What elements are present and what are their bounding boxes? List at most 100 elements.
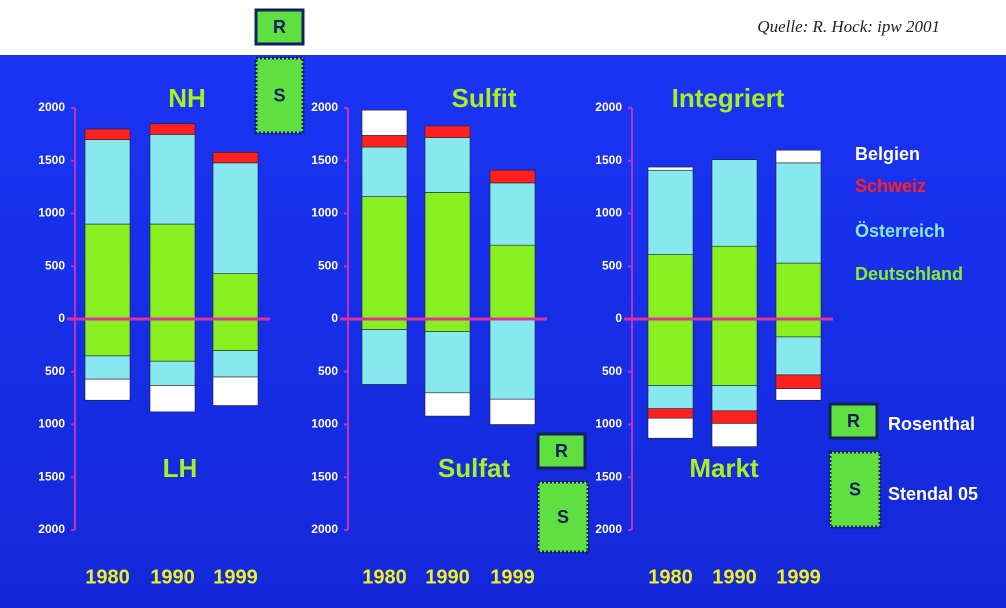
panel-title: NH (168, 83, 206, 113)
bar-segment (424, 137, 471, 193)
bar-segment (489, 398, 536, 425)
bar-segment (84, 355, 131, 380)
bar-segment (647, 408, 694, 419)
bar-segment (711, 245, 758, 320)
y-tick-label: 500 (45, 364, 65, 378)
bar-segment (489, 318, 536, 400)
bar-segment (424, 331, 471, 394)
bar-segment (84, 128, 131, 140)
bar-segment (775, 388, 822, 401)
y-tick-label: 500 (602, 258, 622, 272)
bar-segment (424, 392, 471, 417)
bar-segment (775, 162, 822, 264)
bar-segment (149, 123, 196, 135)
marker-box (828, 450, 882, 529)
marker-box (254, 56, 305, 135)
y-tick-label: 500 (45, 258, 65, 272)
bar-segment (647, 254, 694, 320)
bar-segment (424, 318, 471, 332)
x-tick-label: 1990 (425, 566, 470, 588)
bar-segment (711, 318, 758, 386)
bar-segment (711, 159, 758, 247)
marker-label: S (557, 507, 569, 527)
bar-segment (84, 139, 131, 225)
bar-segment (775, 336, 822, 376)
y-tick-label: 1500 (38, 469, 65, 483)
y-tick-label: 2000 (311, 100, 338, 114)
y-tick-label: 500 (318, 364, 338, 378)
marker-legend: Stendal 05 (888, 484, 978, 504)
y-tick-label: 1000 (311, 206, 338, 220)
x-tick-label: 1980 (85, 566, 130, 588)
bar-segment (212, 318, 259, 351)
bar-segment (424, 192, 471, 320)
marker-box (254, 8, 305, 46)
x-tick-label: 1999 (213, 566, 258, 588)
y-tick-label: 2000 (38, 522, 65, 536)
bar-segment (775, 318, 822, 338)
y-tick-label: 1000 (311, 417, 338, 431)
marker-box (536, 480, 590, 554)
y-tick-label: 1000 (38, 206, 65, 220)
legend-entry: Deutschland (855, 264, 963, 284)
x-tick-label: 1990 (150, 566, 195, 588)
bar-segment (775, 262, 822, 320)
y-tick-label: 500 (318, 258, 338, 272)
legend-entry: Österreich (855, 221, 945, 241)
bar-segment (212, 350, 259, 378)
bar-segment (361, 329, 408, 385)
x-tick-label: 1990 (712, 566, 757, 588)
marker-label: R (555, 441, 568, 461)
bar-segment (424, 125, 471, 138)
y-tick-label: 1500 (38, 153, 65, 167)
y-tick-label: 0 (331, 311, 338, 325)
bar-segment (647, 318, 694, 386)
bar-segment (212, 376, 259, 406)
y-tick-label: 1000 (595, 206, 622, 220)
source: Quelle: R. Hock: ipw 2001 (757, 17, 940, 36)
bar-segment (361, 109, 408, 136)
bar-segment (647, 169, 694, 255)
x-tick-label: 1999 (776, 566, 821, 588)
bar-segment (489, 244, 536, 320)
bar-segment (647, 417, 694, 439)
panel-title: Integriert (672, 83, 785, 113)
bar-segment (775, 374, 822, 389)
bar-segment (361, 135, 408, 148)
marker-label: R (847, 411, 860, 431)
y-tick-label: 1000 (38, 417, 65, 431)
y-tick-label: 2000 (311, 522, 338, 536)
marker-box (828, 402, 879, 440)
bar-segment (149, 134, 196, 225)
bar-segment (361, 196, 408, 320)
x-tick-label: 1980 (648, 566, 693, 588)
y-tick-label: 1500 (595, 469, 622, 483)
panel-title-below: Markt (689, 453, 759, 483)
bar-segment (647, 385, 694, 409)
bar-segment (212, 162, 259, 274)
panel-title-below: Sulfat (438, 453, 511, 483)
bar-segment (361, 318, 408, 330)
y-tick-label: 2000 (595, 522, 622, 536)
legend-entry: Schweiz (855, 176, 926, 196)
legend-entry: Belgien (855, 144, 920, 164)
bar-segment (711, 423, 758, 447)
panel-title-below: LH (163, 453, 198, 483)
bar-segment (647, 166, 694, 171)
y-tick-label: 500 (602, 364, 622, 378)
y-tick-label: 2000 (595, 100, 622, 114)
bar-segment (84, 378, 131, 401)
bar-segment (711, 410, 758, 424)
x-tick-label: 1980 (362, 566, 407, 588)
bar-segment (775, 149, 822, 164)
marker-label: S (273, 85, 285, 105)
bar-segment (489, 169, 536, 184)
x-tick-label: 1999 (490, 566, 535, 588)
y-tick-label: 0 (615, 311, 622, 325)
bar-segment (149, 360, 196, 386)
bar-segment (489, 182, 536, 246)
bar-segment (149, 223, 196, 320)
y-tick-label: 1500 (311, 469, 338, 483)
y-tick-label: 2000 (38, 100, 65, 114)
